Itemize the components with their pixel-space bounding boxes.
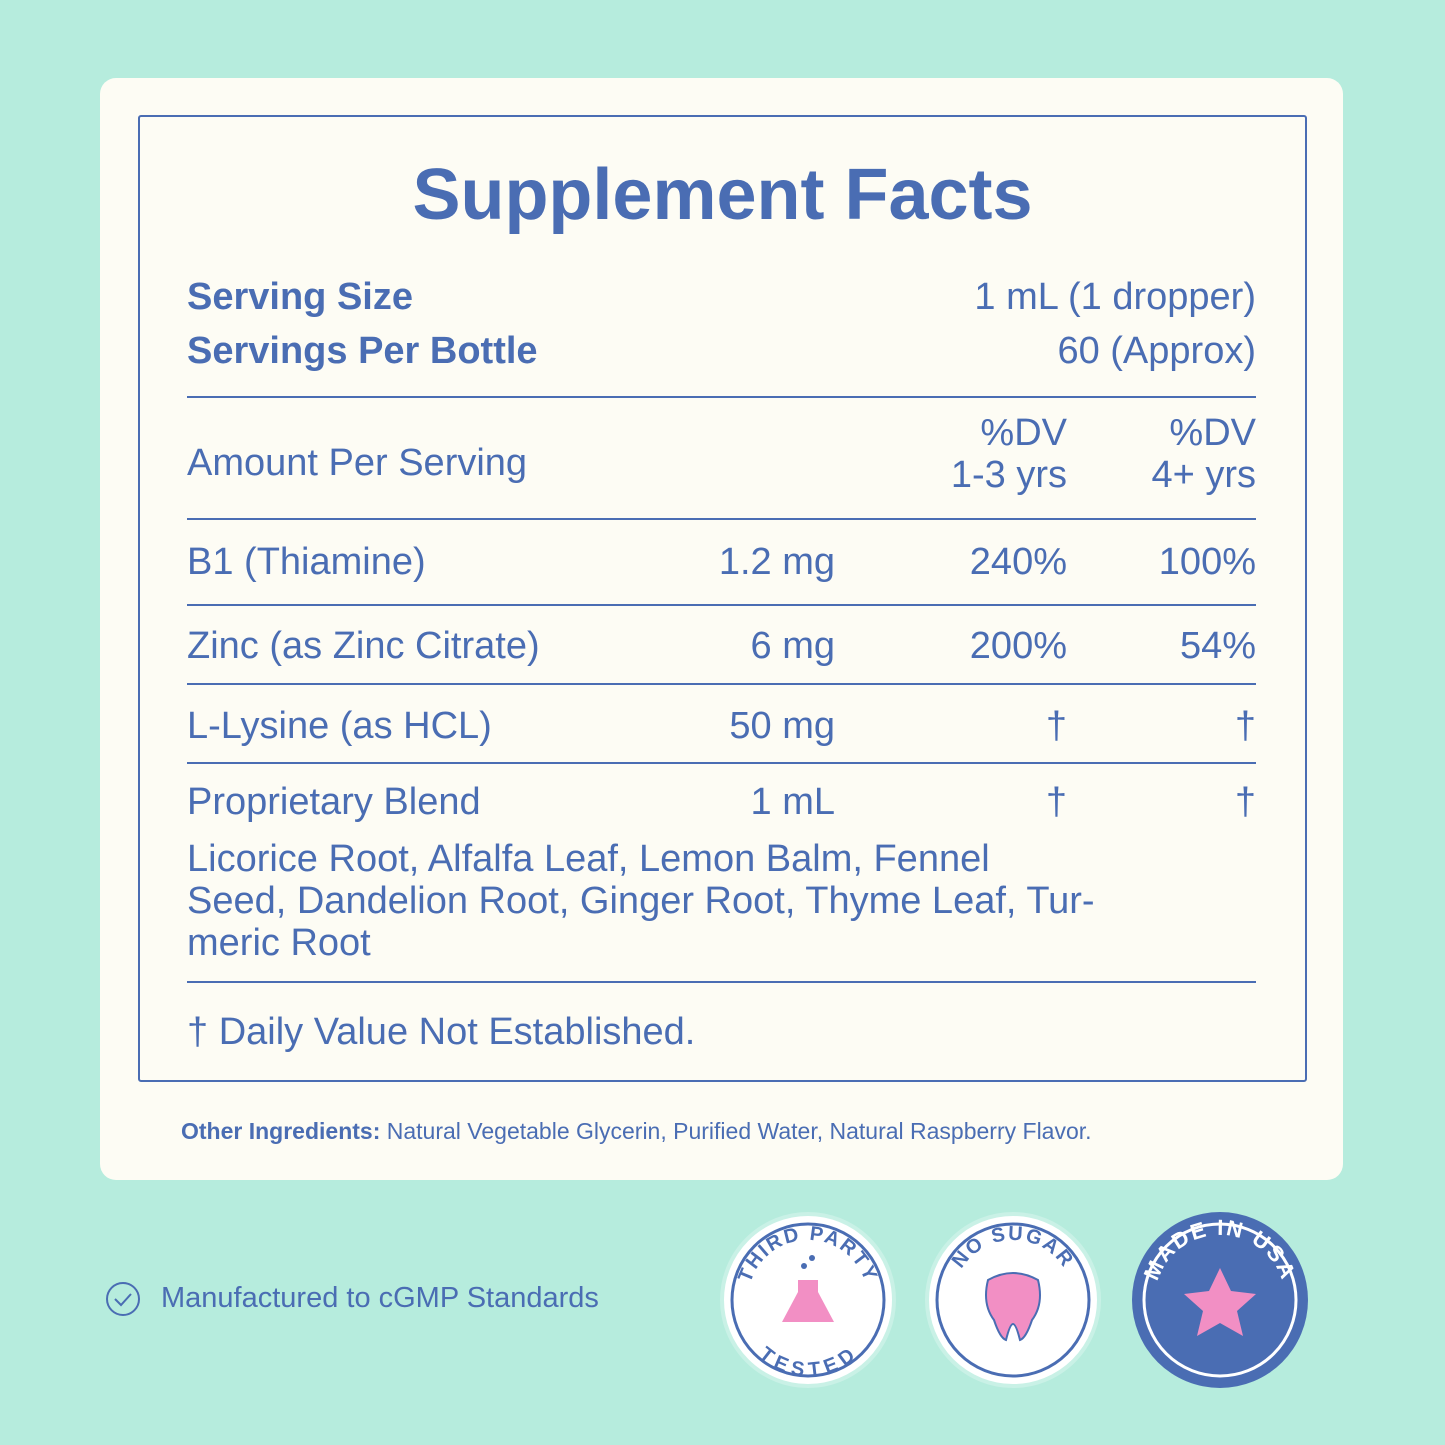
nutrient-name: Zinc (as Zinc Citrate)	[187, 625, 540, 667]
badge: THIRD PARTY TESTED	[720, 1212, 896, 1388]
blend-line: meric Root	[187, 922, 371, 964]
amount: 1.2 mg	[718, 541, 835, 583]
nutrient-name: L-Lysine (as HCL)	[187, 705, 492, 747]
facts-box	[138, 115, 1307, 1082]
daily-value: †	[1234, 781, 1256, 823]
daily-value: 200%	[969, 625, 1067, 667]
daily-value: 100%	[1158, 541, 1256, 583]
serving-label: Serving Size	[187, 276, 413, 318]
amount: 1 mL	[750, 781, 835, 823]
header-label: Amount Per Serving	[187, 442, 528, 484]
badge: NO SUGAR	[925, 1212, 1101, 1388]
header-col: 4+ yrs	[1151, 454, 1256, 496]
rule	[187, 604, 1256, 606]
blend-line: Seed, Dandelion Root, Ginger Root, Thyme…	[187, 880, 1095, 922]
other-label: Other Ingredients:	[181, 1118, 381, 1144]
rule	[187, 683, 1256, 685]
header-col: %DV	[980, 412, 1067, 454]
nutrient-name: B1 (Thiamine)	[187, 541, 426, 583]
other-ingredients: Other Ingredients: Natural Vegetable Gly…	[181, 1118, 1092, 1145]
other-text: Natural Vegetable Glycerin, Purified Wat…	[386, 1118, 1092, 1144]
rule	[187, 981, 1256, 983]
footnote: † Daily Value Not Established.	[187, 1011, 696, 1053]
daily-value: †	[1045, 705, 1067, 747]
nutrient-name: Proprietary Blend	[187, 781, 481, 823]
rule	[187, 518, 1256, 520]
daily-value: †	[1234, 705, 1256, 747]
daily-value: 54%	[1179, 625, 1256, 667]
amount: 6 mg	[750, 625, 835, 667]
title: Supplement Facts	[412, 155, 1033, 235]
daily-value: †	[1045, 781, 1067, 823]
header-col: %DV	[1169, 412, 1256, 454]
serving-label: Servings Per Bottle	[187, 330, 538, 372]
blend-line: Licorice Root, Alfalfa Leaf, Lemon Balm,…	[187, 838, 990, 880]
badge: MADE IN USA	[1132, 1212, 1308, 1388]
rule	[187, 396, 1256, 398]
serving-value: 60 (Approx)	[1057, 330, 1256, 372]
rule	[187, 762, 1256, 764]
badges: THIRD PARTY TESTED NO SUGAR MADE IN USA	[720, 1212, 1308, 1388]
facts-card	[100, 78, 1343, 1180]
check-icon	[106, 1282, 140, 1316]
daily-value: 240%	[969, 541, 1067, 583]
serving-value: 1 mL (1 dropper)	[974, 276, 1256, 318]
amount: 50 mg	[729, 705, 835, 747]
header-col: 1-3 yrs	[950, 454, 1067, 496]
cgmp: Manufactured to cGMP Standards	[161, 1282, 599, 1314]
